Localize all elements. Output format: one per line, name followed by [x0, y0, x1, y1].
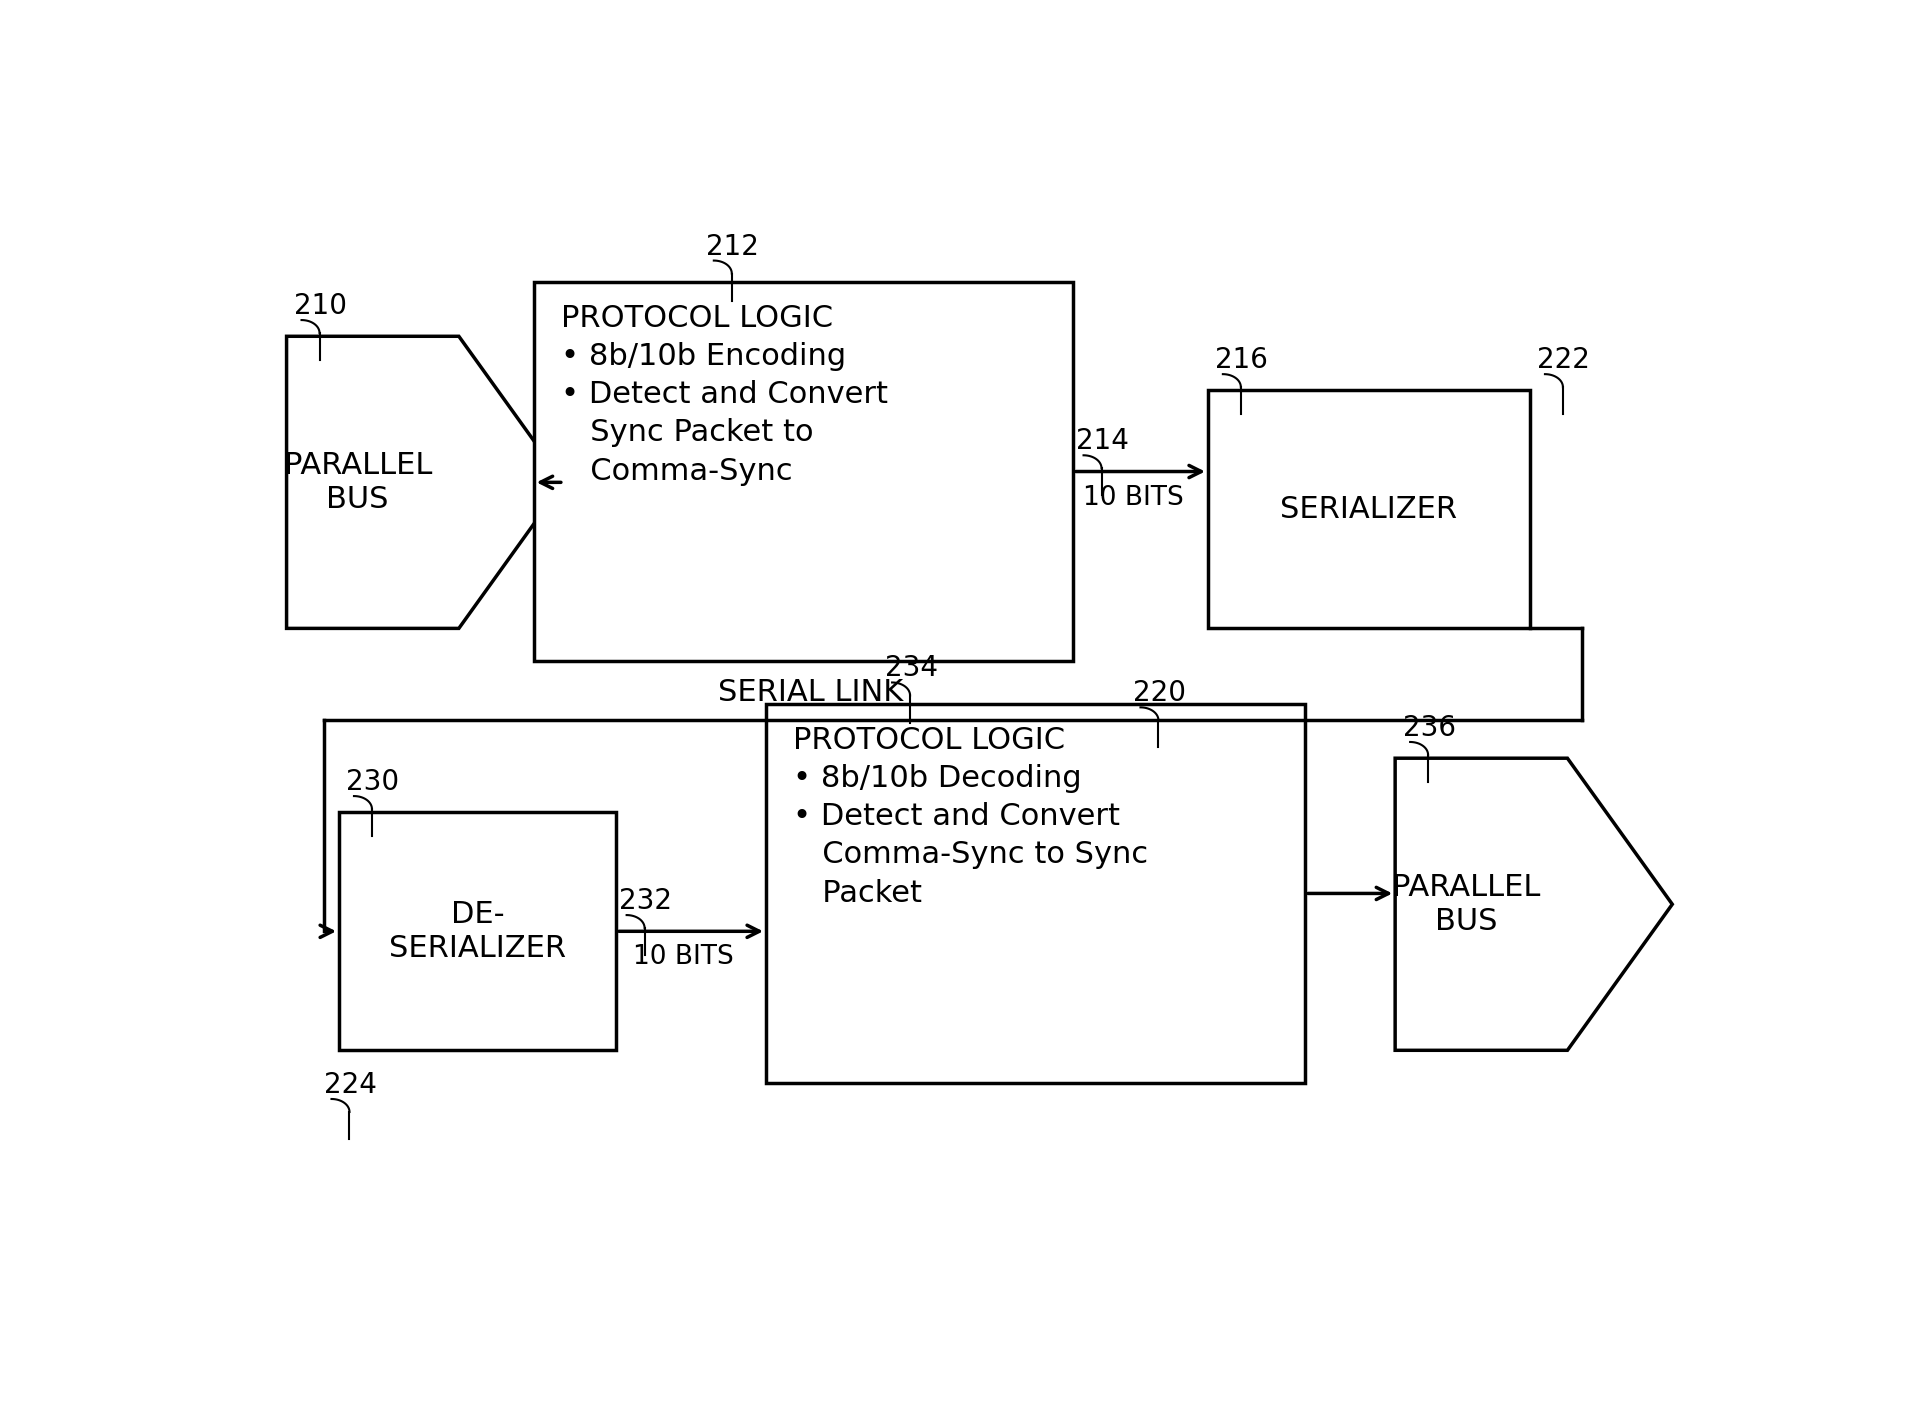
Text: 10 BITS: 10 BITS	[634, 944, 734, 971]
Text: PROTOCOL LOGIC
• 8b/10b Encoding
• Detect and Convert
   Sync Packet to
   Comma: PROTOCOL LOGIC • 8b/10b Encoding • Detec…	[560, 303, 887, 486]
Text: 230: 230	[346, 769, 400, 797]
Bar	[338, 812, 616, 1051]
Text: 236: 236	[1403, 714, 1455, 742]
Text: PROTOCOL LOGIC
• 8b/10b Decoding
• Detect and Convert
   Comma-Sync to Sync
   P: PROTOCOL LOGIC • 8b/10b Decoding • Detec…	[792, 726, 1148, 908]
Bar	[1208, 391, 1530, 628]
Polygon shape	[286, 336, 564, 628]
Text: 232: 232	[618, 887, 672, 915]
Bar	[533, 282, 1072, 660]
Polygon shape	[1395, 759, 1671, 1051]
Text: 224: 224	[325, 1071, 377, 1099]
Text: 10 BITS: 10 BITS	[1082, 485, 1182, 510]
Text: 220: 220	[1132, 680, 1186, 707]
Bar	[765, 704, 1304, 1083]
Text: DE-
SERIALIZER: DE- SERIALIZER	[388, 901, 566, 962]
Text: 216: 216	[1215, 346, 1267, 374]
Text: 234: 234	[885, 655, 937, 683]
Text: 210: 210	[294, 292, 348, 320]
Text: SERIAL LINK: SERIAL LINK	[719, 679, 902, 707]
Text: 214: 214	[1076, 427, 1128, 455]
Text: SERIALIZER: SERIALIZER	[1279, 495, 1457, 524]
Text: PARALLEL
BUS: PARALLEL BUS	[284, 451, 431, 514]
Text: 222: 222	[1536, 346, 1590, 374]
Text: 212: 212	[705, 233, 759, 260]
Text: PARALLEL
BUS: PARALLEL BUS	[1391, 873, 1540, 936]
